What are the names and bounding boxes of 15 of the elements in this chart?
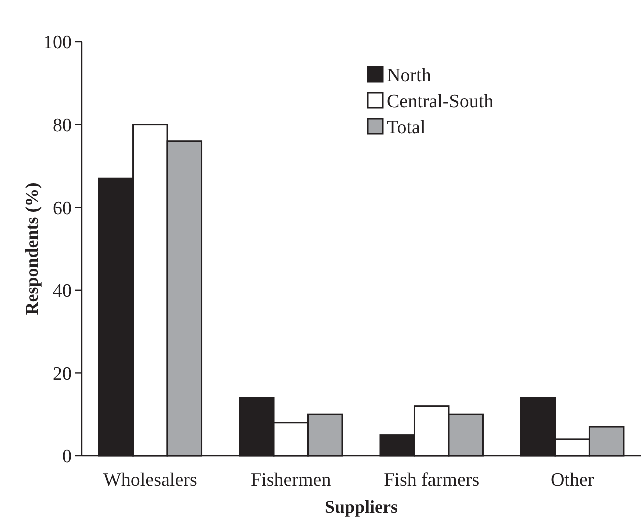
- y-tick-label: 80: [53, 115, 72, 136]
- legend-label: Total: [387, 118, 426, 139]
- y-tick-label: 60: [53, 198, 72, 220]
- legend-label: Central-South: [387, 92, 494, 113]
- x-tick-label: Other: [550, 470, 595, 491]
- x-tick-label: Wholesalers: [103, 470, 198, 491]
- legend-label: North: [387, 66, 432, 87]
- y-axis-title: Respondents (%): [22, 182, 42, 316]
- x-axis-title: Suppliers: [324, 497, 398, 517]
- y-tick-label: 20: [53, 364, 72, 385]
- y-tick-label: 40: [53, 281, 72, 302]
- x-tick-label: Fishermen: [251, 470, 332, 491]
- x-tick-label: Fish farmers: [384, 470, 480, 491]
- y-tick-label: 0: [62, 446, 72, 468]
- y-tick-label: 100: [44, 32, 72, 54]
